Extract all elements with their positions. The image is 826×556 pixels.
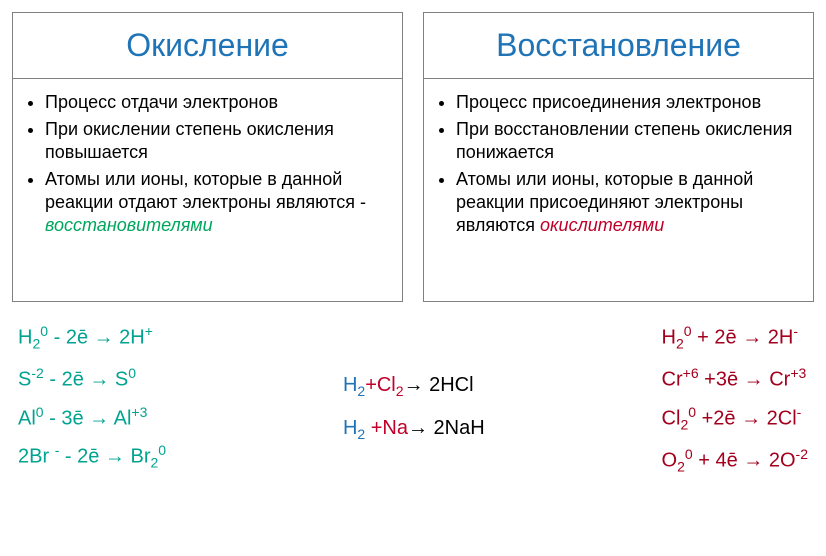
oxidation-bullet-0: Процесс отдачи электронов bbox=[45, 91, 384, 114]
eq-mid-0-cl2: +Cl2 bbox=[365, 374, 403, 396]
equations-right-col: H20 + 2ē → 2H- Cr+6 +3ē → Cr+3 Cl20 +2ē … bbox=[662, 324, 808, 475]
eq-left-1: S-2 - 2ē → S0 bbox=[18, 366, 166, 391]
reduction-bullet-1: При восстановлении степень окисления пон… bbox=[456, 118, 795, 164]
eq-mid-0-rest: → 2HCl bbox=[404, 374, 474, 396]
eq-right-3: O20 + 4ē → 2O-2 bbox=[662, 447, 808, 475]
eq-left-2: Al0 - 3ē → Al+3 bbox=[18, 405, 166, 430]
eq-right-2: Cl20 +2ē → 2Cl- bbox=[662, 405, 808, 433]
eq-mid-0-h2: H2 bbox=[343, 374, 365, 396]
eq-right-1: Cr+6 +3ē → Cr+3 bbox=[662, 366, 808, 391]
reduction-bullet-0: Процесс присоединения электронов bbox=[456, 91, 795, 114]
oxidation-bullet-1: При окислении степень окисления повышает… bbox=[45, 118, 384, 164]
eq-mid-1-h2: H2 bbox=[343, 417, 371, 439]
eq-mid-1: H2 +Na→ 2NaH bbox=[343, 417, 485, 442]
card-oxidation-title: Окисление bbox=[13, 13, 402, 79]
oxidation-bullet-2-text: Атомы или ионы, которые в данной реакции… bbox=[45, 169, 366, 212]
card-reduction-title: Восстановление bbox=[424, 13, 813, 79]
reduction-bullet-2-emph: окислителями bbox=[540, 215, 664, 235]
card-reduction: Восстановление Процесс присоединения эле… bbox=[423, 12, 814, 302]
equations-middle-col: H2+Cl2→ 2HCl H2 +Na→ 2NaH bbox=[343, 374, 485, 443]
eq-left-0: H20 - 2ē → 2H+ bbox=[18, 324, 166, 352]
reduction-bullet-2: Атомы или ионы, которые в данной реакции… bbox=[456, 168, 795, 237]
eq-mid-1-rest: → 2NaH bbox=[408, 417, 485, 439]
card-oxidation: Окисление Процесс отдачи электронов При … bbox=[12, 12, 403, 302]
cards-row: Окисление Процесс отдачи электронов При … bbox=[12, 12, 814, 302]
oxidation-bullet-2: Атомы или ионы, которые в данной реакции… bbox=[45, 168, 384, 237]
equations-left-col: H20 - 2ē → 2H+ S-2 - 2ē → S0 Al0 - 3ē → … bbox=[18, 324, 166, 471]
eq-left-3: 2Br - - 2ē → Br20 bbox=[18, 443, 166, 471]
eq-mid-0: H2+Cl2→ 2HCl bbox=[343, 374, 485, 399]
card-oxidation-body: Процесс отдачи электронов При окислении … bbox=[13, 79, 402, 249]
eq-right-0: H20 + 2ē → 2H- bbox=[662, 324, 808, 352]
card-reduction-body: Процесс присоединения электронов При вос… bbox=[424, 79, 813, 249]
oxidation-bullet-2-emph: восстановителями bbox=[45, 215, 213, 235]
equations-row: H20 - 2ē → 2H+ S-2 - 2ē → S0 Al0 - 3ē → … bbox=[12, 324, 814, 475]
eq-mid-1-na: +Na bbox=[371, 417, 408, 439]
